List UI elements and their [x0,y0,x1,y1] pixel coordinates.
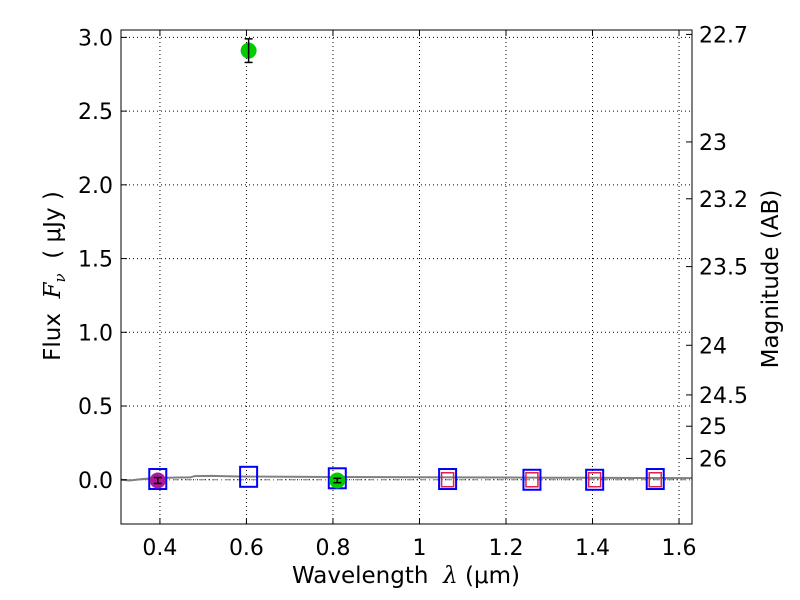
y-tick-label: 2.5 [78,100,113,125]
model-bandpass-marker [585,468,605,491]
y2-tick-label: 23.2 [699,188,748,213]
y-tick-label: 2.0 [78,174,113,199]
y2-tick-label: 24.5 [699,384,748,409]
x-tick-label: 1.6 [662,536,697,561]
x-tick-label: 0.4 [142,536,177,561]
x-tick-label: 1 [412,536,426,561]
x-axis-label: Wavelength λ (μm) [292,563,520,589]
x-tick-label: 1.2 [488,536,523,561]
model-bandpass-marker [645,468,665,491]
y2-tick-label: 24 [699,334,727,359]
y-tick-label: 0.0 [78,469,113,494]
limit-marker [648,472,662,488]
plot-frame [120,29,693,525]
y-tick-label: 0.5 [78,395,113,420]
y2-tick-label: 23 [699,131,727,156]
y2-tick-label: 25 [699,415,727,440]
x-tick-label: 1.4 [575,536,610,561]
y2-axis-label: Magnitude (AB) [758,190,784,369]
model-bandpass-marker [438,468,458,491]
y2-tick-label: 23.5 [699,256,748,281]
limit-marker [587,472,602,488]
y-tick-label: 1.5 [78,248,113,273]
grid [121,30,692,524]
x-tick-label: 0.8 [315,536,350,561]
y-tick-label: 3.0 [78,26,113,51]
plot-series [120,38,693,491]
x-tick-label: 0.6 [229,536,264,561]
y-axis-label: Flux Fν ( μJy ) [40,191,69,361]
model-bandpass-marker [522,468,542,491]
y-tick-label: 1.0 [78,321,113,346]
y2-tick-label: 26 [699,447,727,472]
limit-marker [525,472,539,488]
model-bandpass-marker [239,465,259,488]
axis-ticks: 0.4 0.6 0.8 1 1.2 1.4 1.6 0.0 0.5 1.0 1.5 2.0 2.5 3.0… [78,23,748,561]
limit-marker [440,472,455,488]
y2-tick-label: 22.7 [699,23,748,48]
model-bandpass-marker [148,468,168,491]
